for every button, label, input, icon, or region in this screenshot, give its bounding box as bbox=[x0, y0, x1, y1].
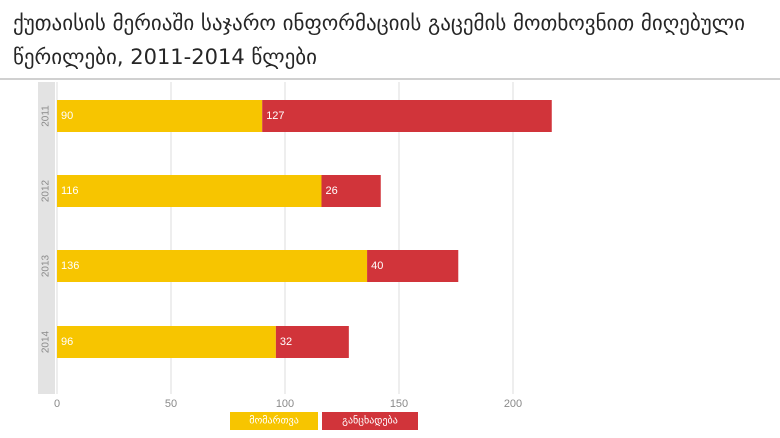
category-label: 2013 bbox=[41, 254, 52, 277]
data-label: 90 bbox=[61, 110, 73, 122]
x-tick-label: 50 bbox=[165, 398, 177, 410]
x-tick-label: 150 bbox=[390, 398, 408, 410]
bar-segment bbox=[321, 175, 381, 207]
legend-swatch bbox=[322, 412, 418, 430]
x-tick-label: 200 bbox=[504, 398, 522, 410]
legend-label: მომართვა bbox=[249, 415, 299, 427]
x-tick-label: 0 bbox=[54, 398, 60, 410]
data-label: 40 bbox=[371, 260, 383, 272]
bar-segment bbox=[57, 250, 368, 282]
data-label: 116 bbox=[61, 185, 79, 197]
chart-title: ქუთაისის მერიაში საჯარო ინფორმაციის გაცე… bbox=[13, 6, 773, 74]
chart-title-line-1: ქუთაისის მერიაში საჯარო ინფორმაციის გაცე… bbox=[13, 11, 745, 35]
bar-segment bbox=[57, 100, 263, 132]
chart-title-line-2: წერილები, 2011-2014 წლები bbox=[13, 45, 317, 69]
title-divider bbox=[0, 78, 780, 80]
bar-segment bbox=[367, 250, 459, 282]
data-label: 96 bbox=[61, 336, 73, 348]
category-label: 2012 bbox=[41, 179, 52, 202]
legend-swatch bbox=[230, 412, 318, 430]
data-label: 26 bbox=[325, 185, 337, 197]
data-label: 136 bbox=[61, 260, 79, 272]
data-label: 127 bbox=[266, 110, 284, 122]
bar-segment bbox=[57, 326, 276, 358]
bar-segment bbox=[275, 326, 349, 358]
data-label: 32 bbox=[280, 336, 292, 348]
stacked-bar-chart: 0 50 100 150 200 2011 2012 2013 2014 90 127 116 26 13… bbox=[38, 82, 552, 430]
category-label: 2014 bbox=[41, 330, 52, 353]
bar-segment bbox=[262, 100, 552, 132]
legend-label: განცხადება bbox=[342, 415, 398, 427]
bar-segment bbox=[57, 175, 322, 207]
category-axis-band bbox=[38, 82, 55, 394]
category-label: 2011 bbox=[41, 105, 52, 127]
x-tick-label: 100 bbox=[276, 398, 294, 410]
